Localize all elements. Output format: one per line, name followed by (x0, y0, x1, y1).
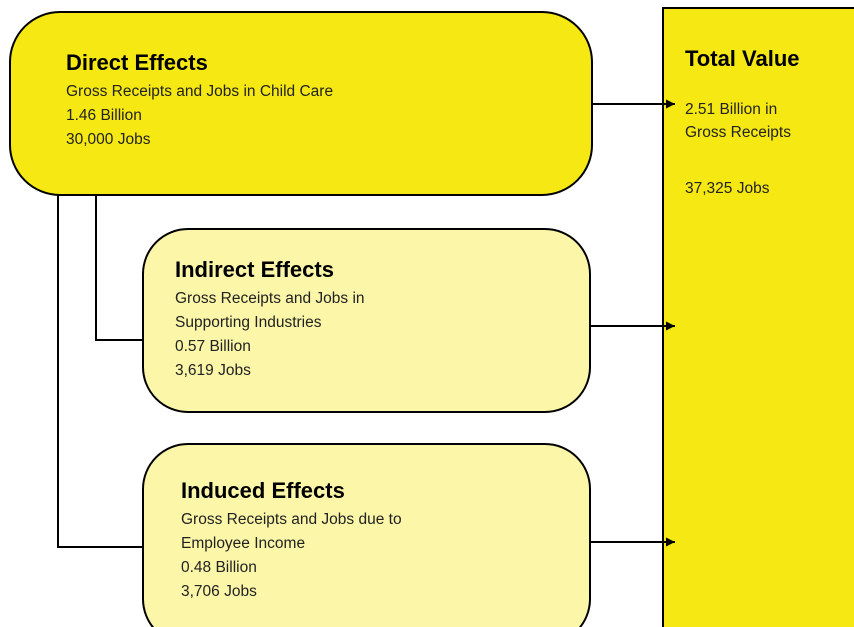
node-title: Total Value (685, 46, 800, 71)
node-line: Gross Receipts and Jobs in Child Care (66, 83, 333, 100)
node-line: 1.46 Billion (66, 107, 142, 124)
node-line: 0.48 Billion (181, 559, 257, 576)
node-line: 3,619 Jobs (175, 362, 251, 379)
node-line: Gross Receipts (685, 124, 791, 141)
induced-box (142, 443, 591, 627)
node-line: Employee Income (181, 535, 305, 552)
connector (57, 195, 143, 548)
connector (95, 195, 143, 341)
node-line: 0.57 Billion (175, 338, 251, 355)
node-line: 37,325 Jobs (685, 180, 770, 197)
node-line: Gross Receipts and Jobs due to (181, 511, 402, 528)
indirect-box (142, 228, 591, 413)
direct-box (9, 11, 593, 196)
node-line: Gross Receipts and Jobs in (175, 290, 365, 307)
node-title: Direct Effects (66, 50, 208, 75)
node-title: Induced Effects (181, 478, 345, 503)
node-line: 3,706 Jobs (181, 583, 257, 600)
node-line: 30,000 Jobs (66, 131, 151, 148)
node-line: Supporting Industries (175, 314, 322, 331)
node-line: 2.51 Billion in (685, 101, 777, 118)
node-title: Indirect Effects (175, 257, 334, 282)
total-box (662, 7, 854, 627)
